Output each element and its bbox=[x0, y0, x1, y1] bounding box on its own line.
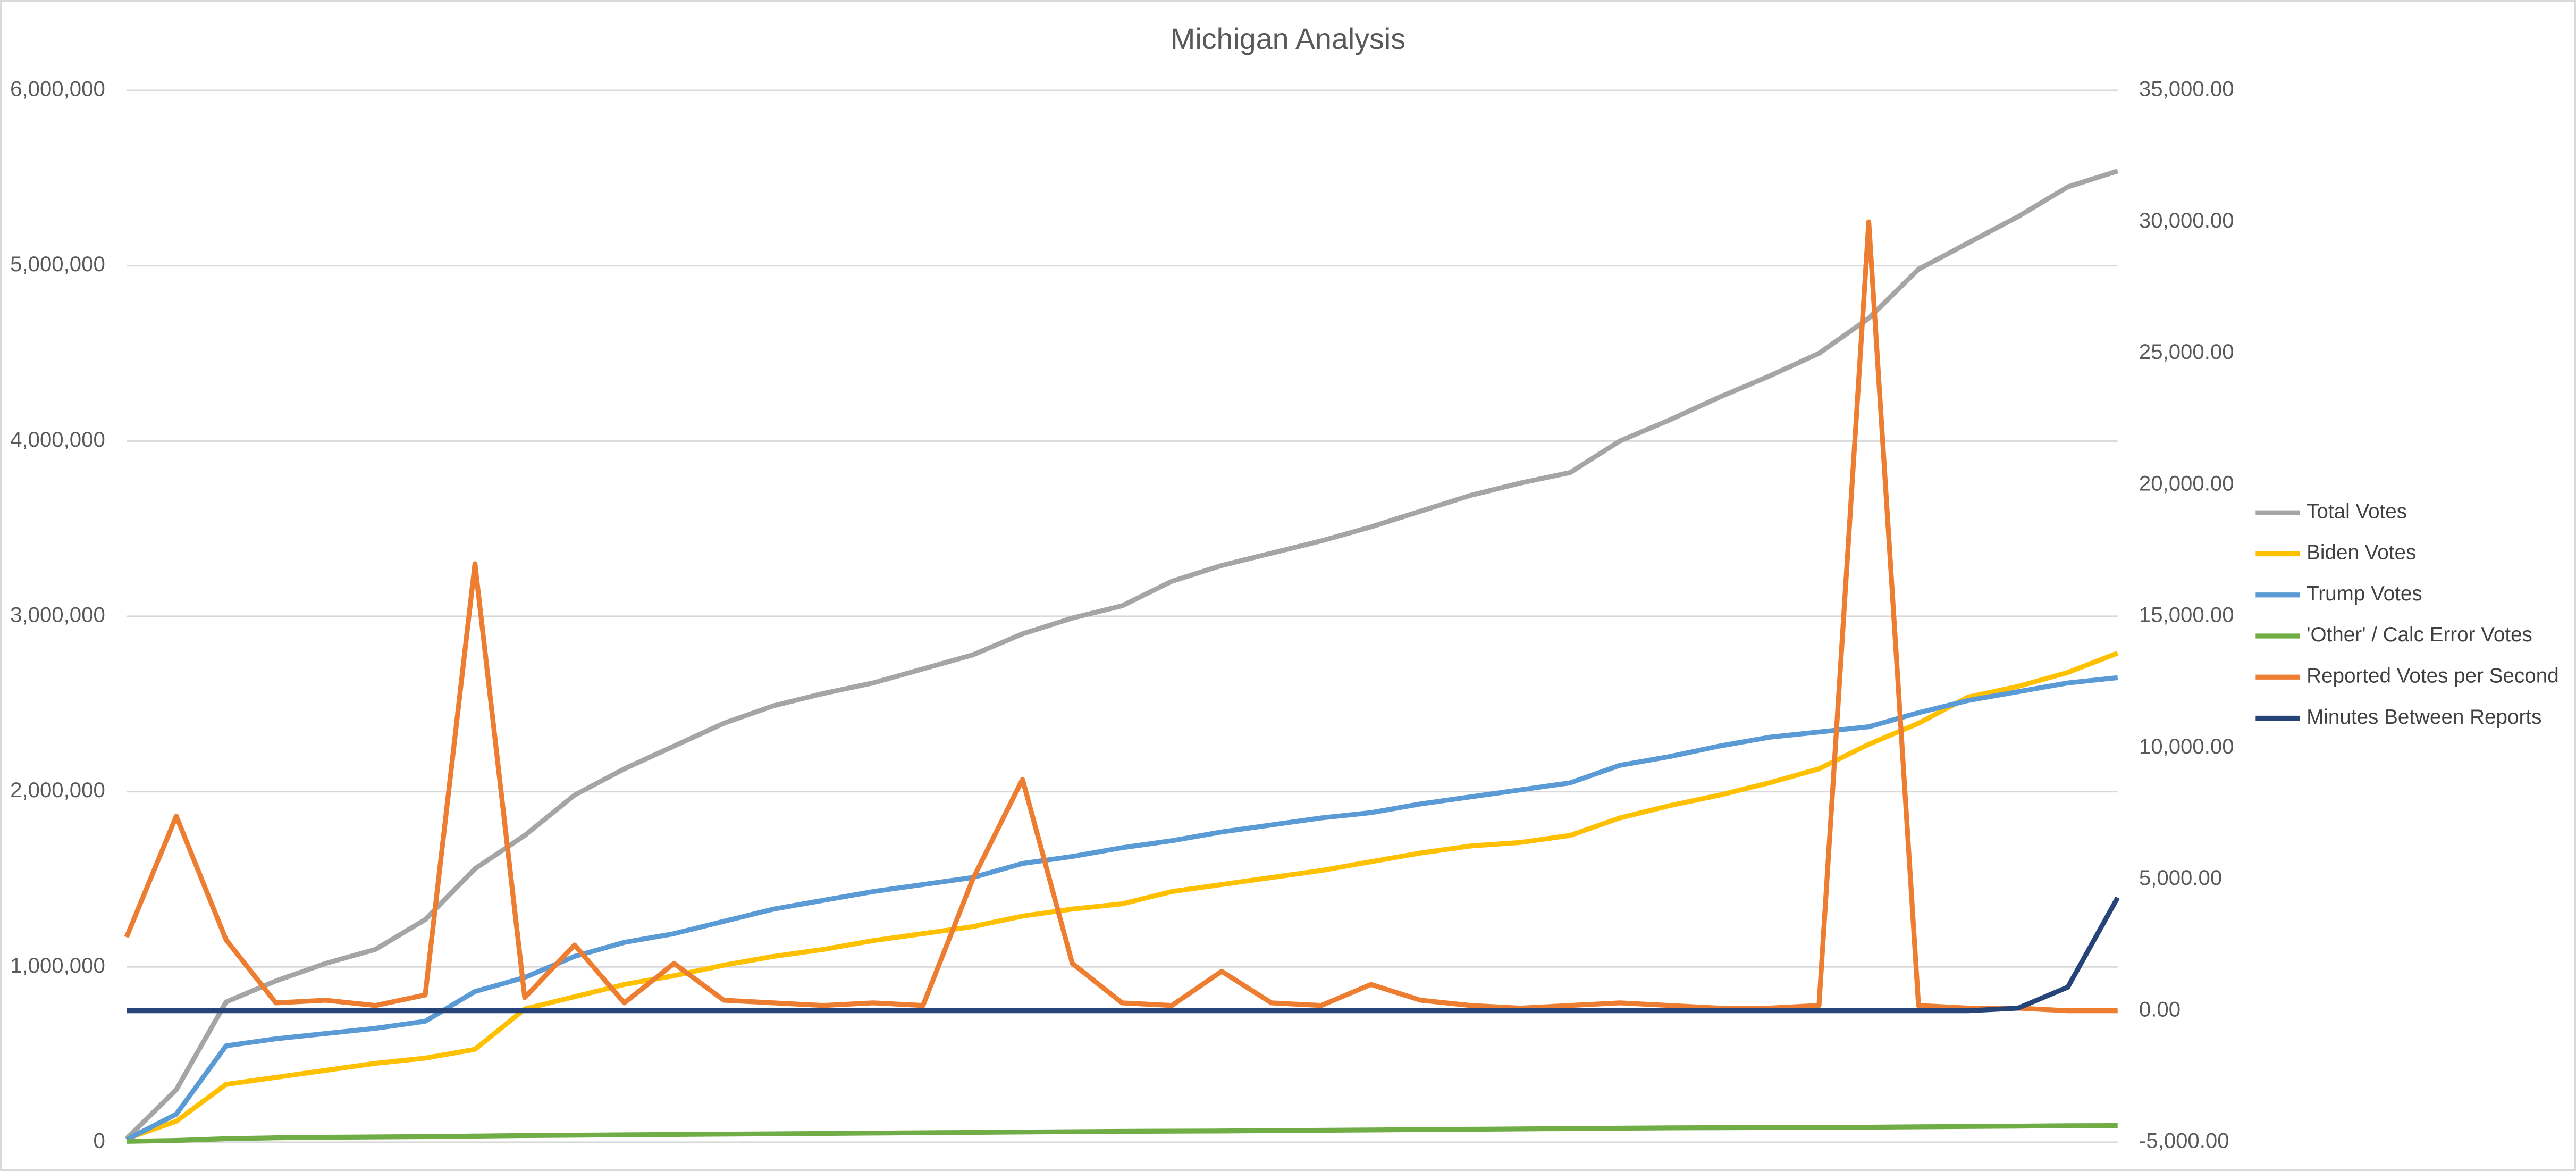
y-tick-label: 0 bbox=[93, 1129, 105, 1153]
y2-tick-label: 15,000.00 bbox=[2139, 603, 2234, 627]
y2-tick-label: 25,000.00 bbox=[2139, 340, 2234, 364]
y2-tick-label: 0.00 bbox=[2139, 997, 2181, 1021]
legend-label: Biden Votes bbox=[2306, 541, 2416, 564]
legend-label: 'Other' / Calc Error Votes bbox=[2306, 623, 2532, 646]
y-tick-label: 2,000,000 bbox=[10, 778, 105, 802]
y2-tick-label: 10,000.00 bbox=[2139, 734, 2234, 758]
series-line bbox=[124, 169, 2119, 1141]
legend-label: Reported Votes per Second bbox=[2306, 665, 2559, 688]
legend-label: Total Votes bbox=[2306, 500, 2407, 523]
y2-tick-label: -5,000.00 bbox=[2139, 1129, 2229, 1153]
chart-title: Michigan Analysis bbox=[1171, 22, 1405, 55]
y-tick-label: 1,000,000 bbox=[10, 953, 105, 977]
y-tick-label: 5,000,000 bbox=[10, 252, 105, 276]
y2-tick-label: 5,000.00 bbox=[2139, 866, 2222, 890]
series-line bbox=[125, 675, 2118, 1142]
y-tick-label: 3,000,000 bbox=[10, 603, 105, 627]
legend-label: Minutes Between Reports bbox=[2306, 706, 2541, 729]
series-line bbox=[126, 1123, 2118, 1144]
series-line bbox=[126, 896, 2120, 1014]
y2-tick-label: 35,000.00 bbox=[2139, 77, 2234, 101]
y2-tick-label: 30,000.00 bbox=[2139, 208, 2234, 232]
series-line bbox=[124, 219, 2118, 1014]
series-line bbox=[125, 650, 2119, 1141]
legend-label: Trump Votes bbox=[2306, 582, 2422, 605]
y-tick-label: 4,000,000 bbox=[10, 428, 105, 451]
y-tick-label: 6,000,000 bbox=[10, 77, 105, 101]
y2-tick-label: 20,000.00 bbox=[2139, 471, 2234, 495]
